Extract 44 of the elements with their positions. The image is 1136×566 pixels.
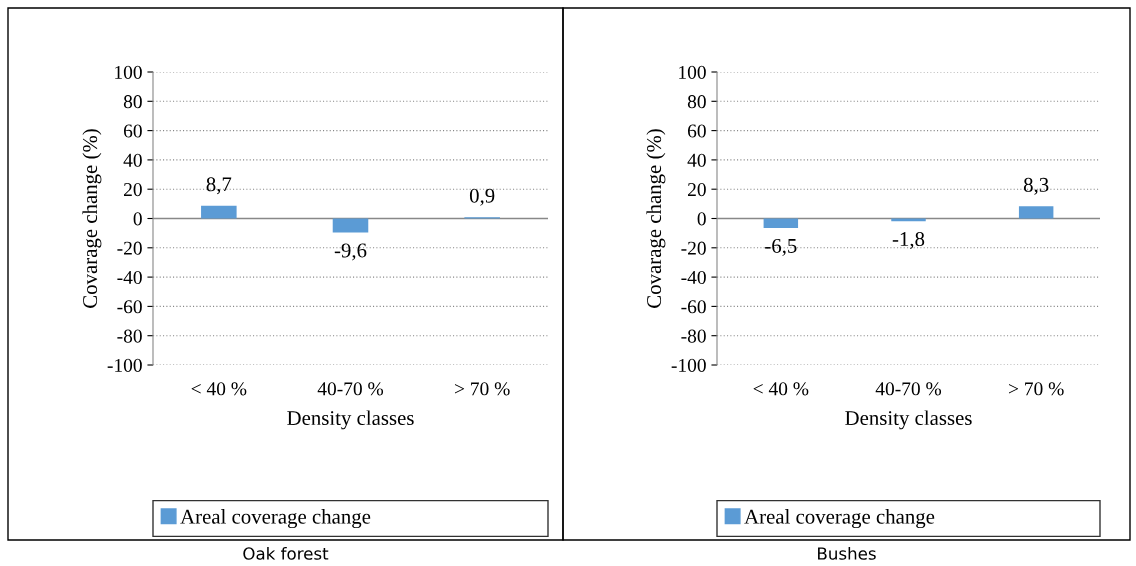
bar [201, 205, 237, 219]
bar [332, 218, 369, 233]
y-tick-label: 80 [687, 95, 706, 109]
x-tick-label: > 70 % [1008, 382, 1064, 396]
y-tick-label: 60 [687, 124, 706, 138]
data-label: 8,3 [1023, 177, 1049, 195]
y-tick-label: 0 [697, 212, 706, 226]
y-tick-label: 100 [115, 65, 142, 79]
data-label: -1,8 [892, 231, 925, 250]
legend-label: Areal coverage change [744, 509, 935, 529]
y-axis-title: Covarage change (%) [82, 129, 102, 308]
x-tick-label: 40-70 % [317, 382, 384, 396]
y-tick-label: -20 [117, 241, 142, 255]
y-tick-label: -100 [107, 358, 142, 372]
y-tick-label: -100 [671, 358, 706, 372]
text: Oak forest [243, 546, 329, 560]
legend-label: Areal coverage change [180, 509, 371, 529]
y-tick-label: -20 [681, 241, 706, 255]
y-tick-label: -40 [117, 270, 142, 285]
text: Bushes [818, 546, 876, 560]
y-tick-label: 100 [679, 65, 706, 79]
y-tick-label: -80 [681, 329, 706, 343]
y-axis-title: Covarage change (%) [646, 129, 666, 308]
y-tick-label: 0 [133, 212, 142, 226]
x-axis-title: Density classes [845, 410, 972, 430]
y-tick-label: 80 [123, 95, 142, 109]
y-tick-label: -80 [117, 329, 142, 343]
y-tick-label: -60 [681, 300, 706, 314]
y-tick-label: 40 [123, 153, 142, 167]
data-label: 0,9 [469, 188, 495, 206]
x-tick-label: < 40 % [191, 382, 247, 396]
y-tick-label: 60 [123, 124, 142, 138]
data-label: -9,6 [334, 243, 367, 261]
y-tick-label: 40 [687, 153, 706, 167]
data-label: -6,5 [765, 238, 797, 256]
y-tick-label: 20 [687, 183, 706, 197]
x-tick-label: 40-70 % [875, 382, 942, 396]
x-tick-label: > 70 % [454, 382, 510, 396]
y-tick-label: 20 [123, 183, 142, 197]
y-tick-label: -40 [681, 270, 706, 285]
data-label: 8,7 [206, 177, 232, 195]
x-axis-title: Density classes [287, 410, 414, 430]
y-tick-label: -60 [117, 300, 142, 314]
x-tick-label: < 40 % [753, 382, 809, 396]
